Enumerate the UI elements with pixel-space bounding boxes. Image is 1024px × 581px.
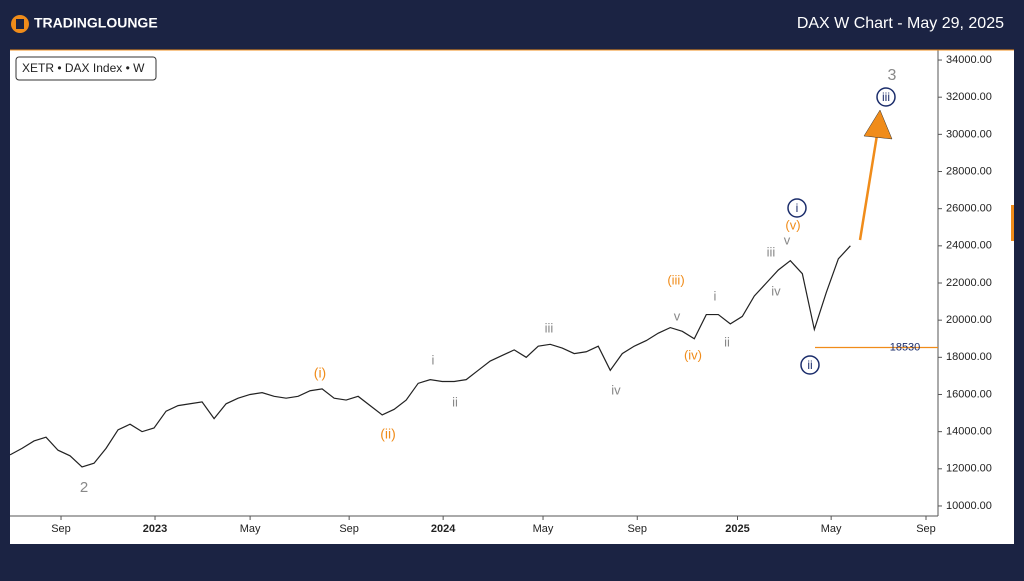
wave-label: iii <box>882 90 890 104</box>
y-tick-label: 34000.00 <box>946 54 992 66</box>
y-tick-label: 16000.00 <box>946 388 992 400</box>
y-tick-label: 14000.00 <box>946 426 992 438</box>
plot-area <box>10 50 938 516</box>
wave-label: i <box>714 288 717 303</box>
wave-label: (v) <box>785 217 800 232</box>
y-tick-label: 26000.00 <box>946 203 992 215</box>
edge-marker <box>1011 205 1014 241</box>
wave-label: ii <box>724 334 730 349</box>
legend-box <box>15 56 157 81</box>
brand: TradingLounge <box>34 15 158 31</box>
wave-label: iv <box>611 382 621 397</box>
x-tick-label: May <box>240 523 261 535</box>
x-tick-label: Sep <box>916 523 936 535</box>
arrow-head <box>863 109 893 140</box>
legend-text: XETR • DAX Index • W <box>22 61 145 75</box>
y-tick-label: 24000.00 <box>946 240 992 252</box>
support-label: 18530 <box>890 341 921 353</box>
y-tick-label: 20000.00 <box>946 314 992 326</box>
wave-label: iii <box>767 244 776 259</box>
wave-label: (i) <box>314 365 326 381</box>
wave-label: (iii) <box>667 272 684 287</box>
x-tick-label: Sep <box>339 523 359 535</box>
x-tick-label: 2024 <box>431 523 456 535</box>
y-tick-label: 22000.00 <box>946 277 992 289</box>
x-tick-label: 2023 <box>143 523 167 535</box>
x-axis-area <box>10 516 938 544</box>
wave-label: 3 <box>888 67 897 84</box>
page-title: DAX W Chart - May 29, 2025 <box>797 15 1004 32</box>
wave-label: v <box>784 232 791 247</box>
wave-label: 2 <box>80 479 88 496</box>
y-tick-label: 18000.00 <box>946 351 992 363</box>
wave-label: ii <box>807 358 812 372</box>
x-tick-label: May <box>821 523 842 535</box>
price-line <box>9 245 851 468</box>
wave-label: v <box>674 308 681 323</box>
logo-icon-cut <box>16 19 24 29</box>
wave-label: (ii) <box>380 426 396 442</box>
wave-label: (iv) <box>684 347 702 362</box>
x-tick-label: Sep <box>51 523 71 535</box>
wave-circle <box>876 87 896 107</box>
wave-label: i <box>796 201 799 215</box>
wave-label: ii <box>452 394 458 409</box>
x-tick-label: Sep <box>627 523 647 535</box>
x-tick-label: May <box>533 523 554 535</box>
y-tick-label: 28000.00 <box>946 165 992 177</box>
wave-label: iv <box>771 283 781 298</box>
y-tick-label: 32000.00 <box>946 91 992 103</box>
y-tick-label: 12000.00 <box>946 463 992 475</box>
y-tick-label: 30000.00 <box>946 128 992 140</box>
wave-label: i <box>432 352 435 367</box>
x-tick-label: 2025 <box>725 523 749 535</box>
wave-circle <box>787 198 807 218</box>
y-tick-label: 10000.00 <box>946 500 992 512</box>
projection-arrow <box>858 134 879 241</box>
wave-circle <box>800 355 820 375</box>
y-axis-area <box>938 50 1014 544</box>
wave-label: iii <box>545 320 554 335</box>
